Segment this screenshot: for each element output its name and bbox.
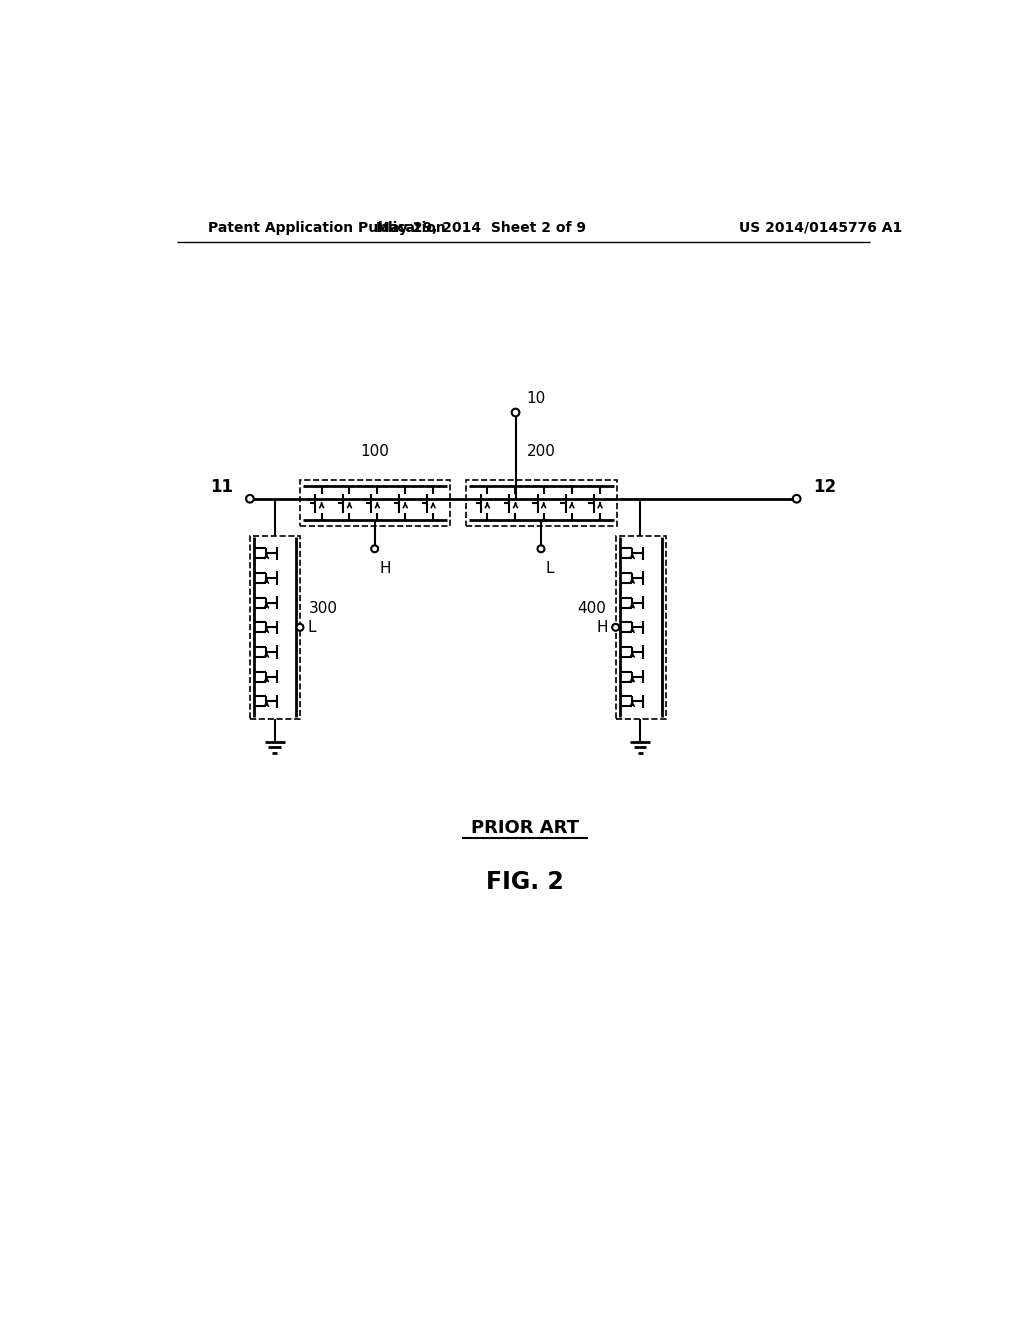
Text: PRIOR ART: PRIOR ART xyxy=(471,820,579,837)
Bar xyxy=(300,480,451,527)
Bar xyxy=(250,536,300,719)
Text: 11: 11 xyxy=(210,478,233,496)
Circle shape xyxy=(612,624,620,631)
Text: 10: 10 xyxy=(526,391,546,407)
Text: 300: 300 xyxy=(309,601,338,615)
Circle shape xyxy=(371,545,378,552)
Circle shape xyxy=(538,545,545,552)
Text: May 29, 2014  Sheet 2 of 9: May 29, 2014 Sheet 2 of 9 xyxy=(376,220,586,235)
Text: L: L xyxy=(307,620,316,635)
Text: L: L xyxy=(546,561,554,576)
Text: 400: 400 xyxy=(578,601,606,615)
Text: Patent Application Publication: Patent Application Publication xyxy=(208,220,445,235)
Circle shape xyxy=(246,495,254,503)
Circle shape xyxy=(793,495,801,503)
Text: H: H xyxy=(596,620,608,635)
Bar xyxy=(466,480,617,527)
Text: FIG. 2: FIG. 2 xyxy=(486,870,563,894)
Circle shape xyxy=(512,409,519,416)
Circle shape xyxy=(297,624,303,631)
Text: H: H xyxy=(379,561,391,576)
Text: 200: 200 xyxy=(526,444,555,459)
Text: 100: 100 xyxy=(360,444,389,459)
Text: US 2014/0145776 A1: US 2014/0145776 A1 xyxy=(739,220,902,235)
Text: 12: 12 xyxy=(813,478,837,496)
Bar xyxy=(615,536,666,719)
